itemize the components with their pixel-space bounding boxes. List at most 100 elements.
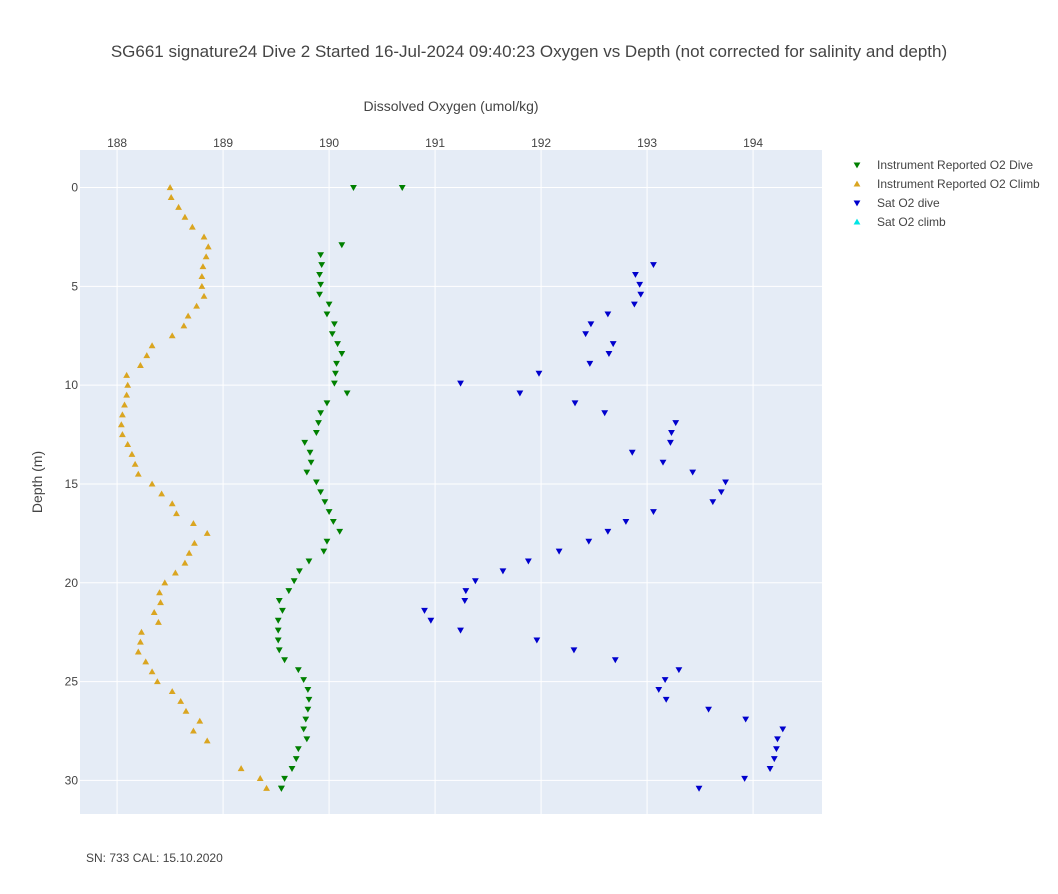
- data-point: [180, 322, 188, 329]
- data-point: [312, 430, 320, 436]
- data-point: [570, 647, 578, 654]
- data-point: [650, 262, 657, 269]
- y-axis-title: Depth (m): [29, 451, 45, 513]
- data-point: [457, 380, 464, 387]
- data-point: [303, 469, 311, 476]
- data-point: [325, 509, 333, 516]
- data-point: [294, 667, 302, 674]
- data-point: [461, 598, 469, 604]
- data-point: [198, 273, 206, 280]
- data-point: [288, 765, 296, 772]
- y-tick-label: 25: [65, 675, 79, 689]
- data-point: [604, 528, 612, 535]
- data-point: [741, 775, 749, 782]
- data-point: [661, 677, 669, 684]
- legend-label: Sat O2 dive: [877, 196, 940, 210]
- series-0: [274, 184, 406, 792]
- data-point: [292, 756, 300, 763]
- data-point: [203, 737, 211, 744]
- data-point: [471, 578, 479, 585]
- legend-item[interactable]: Instrument Reported O2 Climb: [853, 177, 1040, 191]
- data-point: [196, 717, 204, 724]
- data-point: [582, 331, 590, 338]
- data-point: [637, 291, 645, 298]
- legend-item[interactable]: Sat O2 climb: [853, 215, 946, 229]
- legend-item[interactable]: Instrument Reported O2 Dive: [853, 158, 1034, 172]
- data-point: [672, 420, 680, 427]
- data-point: [168, 688, 176, 695]
- data-point: [331, 321, 338, 328]
- data-point: [305, 696, 313, 703]
- data-point: [709, 499, 717, 506]
- x-tick-label: 189: [213, 136, 233, 150]
- data-point: [604, 311, 612, 318]
- data-point: [632, 271, 639, 278]
- data-point: [119, 411, 126, 418]
- data-point: [143, 352, 151, 359]
- data-point: [586, 360, 594, 367]
- data-point: [300, 726, 308, 733]
- y-tick-label: 20: [65, 576, 79, 590]
- data-point: [722, 479, 729, 486]
- data-point: [659, 459, 667, 466]
- data-point: [675, 667, 683, 674]
- data-point: [137, 638, 144, 645]
- data-point: [281, 775, 288, 782]
- data-point: [636, 281, 644, 288]
- data-point: [317, 252, 325, 259]
- data-point: [128, 450, 136, 457]
- data-point: [338, 242, 346, 249]
- data-point: [182, 707, 190, 714]
- data-point: [158, 490, 166, 497]
- data-point: [305, 558, 313, 565]
- data-point: [275, 647, 283, 654]
- legend[interactable]: Instrument Reported O2 Dive Instrument Re…: [853, 158, 1040, 229]
- data-point: [190, 520, 197, 527]
- data-point: [285, 588, 293, 595]
- data-point: [190, 727, 197, 734]
- data-point: [175, 203, 182, 210]
- legend-marker: [853, 180, 861, 187]
- data-point: [124, 381, 132, 388]
- gridlines: [80, 150, 822, 814]
- legend-label: Instrument Reported O2 Dive: [877, 158, 1033, 172]
- data-point: [161, 579, 169, 586]
- data-point: [168, 332, 176, 339]
- data-point: [316, 291, 323, 298]
- data-point: [121, 401, 128, 408]
- data-point: [321, 499, 329, 506]
- data-point: [279, 607, 286, 614]
- data-point: [148, 342, 156, 349]
- data-point: [124, 441, 132, 448]
- data-point: [167, 194, 175, 200]
- data-point: [119, 431, 126, 438]
- y-tick-label: 30: [65, 773, 79, 787]
- y-tick-label: 10: [65, 378, 79, 392]
- data-point: [131, 460, 139, 467]
- data-point: [198, 282, 206, 289]
- data-point: [137, 362, 144, 368]
- data-point: [117, 421, 125, 428]
- data-point: [695, 785, 703, 792]
- data-point: [499, 568, 507, 575]
- data-point: [134, 648, 142, 655]
- data-point: [655, 686, 663, 693]
- legend-item[interactable]: Sat O2 dive: [853, 196, 940, 210]
- data-point: [199, 263, 207, 270]
- data-point: [773, 746, 780, 753]
- data-point: [611, 657, 619, 664]
- x-tick-label: 190: [319, 136, 339, 150]
- data-point: [142, 658, 150, 665]
- data-point: [193, 302, 200, 309]
- data-point: [173, 510, 180, 517]
- data-point: [301, 439, 309, 446]
- x-tick-label: 192: [531, 136, 551, 150]
- data-point: [766, 765, 774, 772]
- data-point: [605, 350, 613, 357]
- data-point: [328, 331, 336, 338]
- plot-area[interactable]: [80, 150, 822, 814]
- x-axis-title: Dissolved Oxygen (umol/kg): [363, 98, 538, 114]
- data-point: [318, 262, 326, 269]
- data-point: [323, 538, 331, 545]
